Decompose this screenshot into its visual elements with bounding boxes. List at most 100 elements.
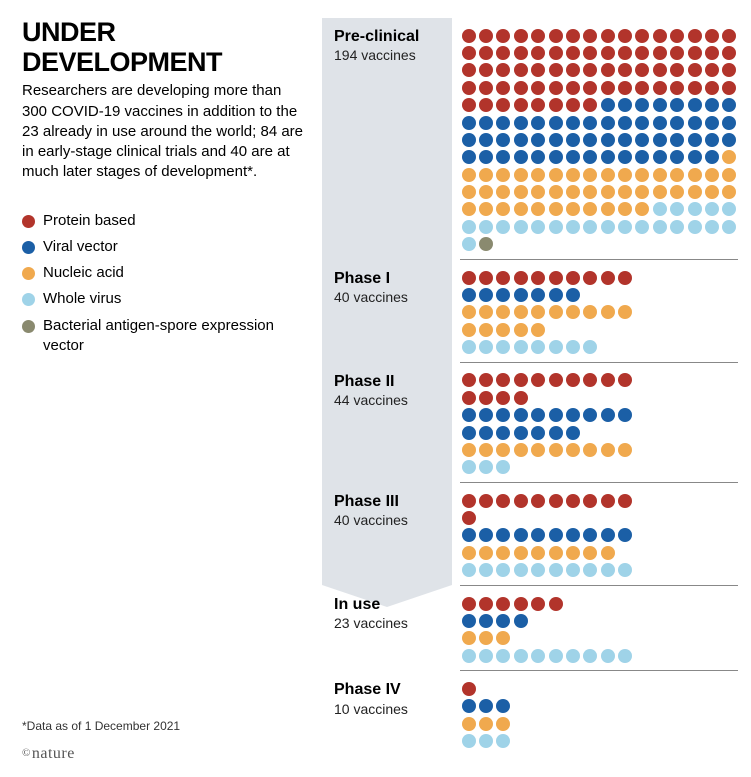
phase-label: Phase III40 vaccines	[322, 484, 452, 537]
dot-icon	[549, 443, 563, 457]
dot-icon	[496, 98, 510, 112]
dot-icon	[618, 305, 632, 319]
dot-icon	[496, 734, 510, 748]
dot-icon	[566, 81, 580, 95]
dot-icon	[705, 185, 719, 199]
dot-icon	[566, 220, 580, 234]
dot-icon	[462, 528, 476, 542]
dot-icon	[496, 81, 510, 95]
dot-icon	[496, 133, 510, 147]
dot-icon	[514, 443, 528, 457]
dot-icon	[688, 46, 702, 60]
dot-subgrid	[460, 372, 634, 407]
dot-icon	[479, 717, 493, 731]
phase-label: In use23 vaccines	[322, 587, 452, 640]
dot-icon	[462, 443, 476, 457]
dot-icon	[479, 597, 493, 611]
dot-icon	[618, 29, 632, 43]
dot-icon	[722, 46, 736, 60]
dot-icon	[566, 133, 580, 147]
dot-icon	[583, 46, 597, 60]
dot-icon	[531, 597, 545, 611]
dot-icon	[618, 528, 632, 542]
dot-icon	[496, 63, 510, 77]
dot-icon	[531, 443, 545, 457]
dot-block	[452, 261, 738, 362]
dot-icon	[705, 81, 719, 95]
dot-icon	[670, 29, 684, 43]
dot-icon	[514, 426, 528, 440]
dot-icon	[479, 563, 493, 577]
phase-name: Pre-clinical	[334, 27, 442, 46]
legend-item: Bacterial antigen-spore expression vecto…	[22, 316, 304, 357]
dot-icon	[566, 373, 580, 387]
legend-dot-icon	[22, 320, 35, 333]
dot-icon	[601, 563, 615, 577]
dot-icon	[462, 202, 476, 216]
dot-icon	[531, 220, 545, 234]
dot-icon	[514, 373, 528, 387]
dot-subgrid	[460, 338, 634, 355]
dot-icon	[601, 63, 615, 77]
dot-subgrid	[460, 269, 634, 286]
dot-icon	[462, 116, 476, 130]
dot-icon	[514, 29, 528, 43]
dot-icon	[705, 220, 719, 234]
dot-icon	[462, 150, 476, 164]
dot-icon	[670, 81, 684, 95]
dot-icon	[635, 63, 649, 77]
dot-subgrid	[460, 544, 634, 561]
dot-icon	[462, 734, 476, 748]
dot-icon	[618, 98, 632, 112]
dot-icon	[462, 391, 476, 405]
dot-icon	[670, 63, 684, 77]
dot-icon	[531, 63, 545, 77]
dot-icon	[670, 150, 684, 164]
dot-icon	[462, 649, 476, 663]
dot-subgrid	[460, 562, 634, 579]
dot-icon	[462, 408, 476, 422]
dot-icon	[496, 373, 510, 387]
dot-icon	[496, 202, 510, 216]
dot-icon	[479, 133, 493, 147]
dot-icon	[618, 373, 632, 387]
dot-icon	[566, 29, 580, 43]
dot-icon	[583, 649, 597, 663]
dot-icon	[566, 46, 580, 60]
dot-icon	[531, 546, 545, 560]
phase-label: Phase IV10 vaccines	[322, 672, 452, 725]
dot-icon	[722, 185, 736, 199]
dot-icon	[462, 699, 476, 713]
dot-icon	[653, 185, 667, 199]
dot-icon	[549, 426, 563, 440]
dot-icon	[479, 631, 493, 645]
dot-icon	[496, 563, 510, 577]
dot-icon	[601, 305, 615, 319]
phase-row: Pre-clinical194 vaccines	[322, 18, 738, 259]
dot-icon	[496, 168, 510, 182]
dot-icon	[496, 29, 510, 43]
dot-icon	[549, 340, 563, 354]
dot-icon	[601, 494, 615, 508]
dot-icon	[670, 202, 684, 216]
dot-icon	[496, 408, 510, 422]
dot-icon	[583, 546, 597, 560]
dot-icon	[514, 528, 528, 542]
dot-block	[452, 19, 738, 259]
dot-icon	[618, 408, 632, 422]
dot-block	[452, 587, 738, 671]
dot-icon	[514, 546, 528, 560]
dot-icon	[653, 29, 667, 43]
dot-icon	[618, 81, 632, 95]
dot-icon	[618, 443, 632, 457]
dot-subgrid	[460, 630, 634, 647]
dot-icon	[462, 631, 476, 645]
dot-icon	[479, 340, 493, 354]
dot-icon	[462, 597, 476, 611]
dot-icon	[531, 202, 545, 216]
dot-icon	[635, 220, 649, 234]
dot-icon	[479, 426, 493, 440]
dot-icon	[531, 563, 545, 577]
dot-icon	[514, 202, 528, 216]
dot-icon	[531, 373, 545, 387]
